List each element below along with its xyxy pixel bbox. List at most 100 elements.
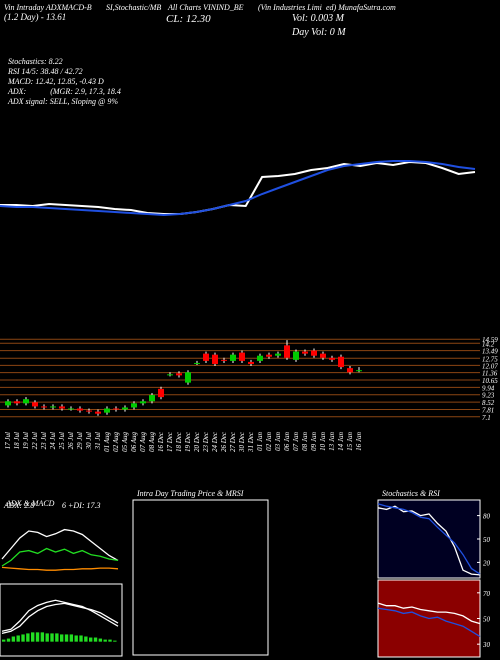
histogram-bar xyxy=(108,639,112,642)
x-tick-label: 25 Jul xyxy=(58,432,66,449)
candle-body xyxy=(32,402,38,407)
x-tick-label: 08 Jan xyxy=(301,432,309,451)
candle-body xyxy=(122,407,128,410)
line xyxy=(0,160,476,217)
x-tick-label: 02 Jan xyxy=(265,432,273,451)
candle-body xyxy=(248,361,254,364)
info: Stochastics: 8.22 xyxy=(8,57,63,66)
candle-body xyxy=(95,411,101,414)
y-tick-label: 50 xyxy=(483,616,491,624)
x-tick-label: 19 Jul xyxy=(22,432,30,449)
histogram-bar xyxy=(89,637,93,642)
x-tick-label: 07 Jan xyxy=(292,432,300,451)
histogram-bar xyxy=(103,639,107,642)
header-text: ed) MunafaSutra.com xyxy=(326,3,396,12)
histogram-bar xyxy=(11,636,16,642)
candle-body xyxy=(158,388,164,398)
candle-body xyxy=(203,353,209,361)
x-tick-label: 23 Dec xyxy=(202,431,210,452)
x-tick-label: 10 Jan xyxy=(319,432,327,451)
y-tick-label: 20 xyxy=(483,559,491,567)
x-tick-label: 24 Dec xyxy=(211,431,219,452)
x-tick-label: 24 Jul xyxy=(49,432,57,449)
y-tick-label: 80 xyxy=(483,513,491,521)
y-tick-label: 50 xyxy=(483,536,491,544)
candle-body xyxy=(293,351,299,360)
y-tick-label: 12.75 xyxy=(482,355,498,363)
candle-body xyxy=(77,408,83,411)
histogram-bar xyxy=(16,635,20,642)
x-tick-label: 19 Dec xyxy=(184,431,192,452)
x-tick-label: 29 Jul xyxy=(76,432,84,449)
annotation: ADX: 2.8 xyxy=(3,501,34,510)
x-tick-label: 16 Dec xyxy=(157,431,165,452)
candle-body xyxy=(338,356,344,368)
line xyxy=(1,528,119,561)
y-tick-label: 8.52 xyxy=(482,399,495,407)
info: ADX signal: SELL, Sloping @ 9% xyxy=(7,97,118,106)
candle-body xyxy=(221,359,227,361)
candle-body xyxy=(311,350,317,356)
y-tick-label: 13.49 xyxy=(482,348,498,356)
info: MACD: 12.42, 12.85, -0.43 D xyxy=(7,77,104,86)
x-tick-label: 09 Jan xyxy=(310,432,318,451)
histogram-bar xyxy=(40,632,45,642)
histogram-bar xyxy=(26,633,30,642)
y-tick-label: 14.2 xyxy=(482,340,495,348)
x-tick-label: 17 Dec xyxy=(166,431,174,452)
x-tick-label: 01 Aug xyxy=(103,432,111,452)
candle-body xyxy=(320,353,326,358)
candle-body xyxy=(356,370,362,372)
histogram-bar xyxy=(35,632,40,642)
x-tick-label: 30 Dec xyxy=(238,431,246,453)
x-tick-label: 03 Jan xyxy=(274,432,282,451)
candle-body xyxy=(275,353,281,356)
histogram-bar xyxy=(55,633,59,642)
x-tick-label: 07 Aug xyxy=(139,432,147,452)
line xyxy=(377,607,481,638)
histogram-bar xyxy=(64,634,69,642)
candle-body xyxy=(176,373,182,376)
close: CL: 12.30 xyxy=(166,13,211,25)
line xyxy=(377,503,481,575)
line xyxy=(0,160,476,215)
histogram-bar xyxy=(31,632,35,642)
candle-body xyxy=(68,408,74,410)
x-tick-label: 30 Jul xyxy=(85,432,93,450)
x-tick-label: 02 Aug xyxy=(112,432,120,452)
histogram-bar xyxy=(98,638,103,642)
macd-frame xyxy=(0,583,123,657)
candle-body xyxy=(131,403,137,408)
y-tick-label: 10.65 xyxy=(482,377,498,385)
candle-body xyxy=(86,410,92,412)
candle-body xyxy=(41,406,47,408)
day-volume: Day Vol: 0 M xyxy=(291,27,346,38)
range: (1.2 Day) - 13.61 xyxy=(4,12,66,22)
histogram-bar xyxy=(84,636,88,642)
histogram-bar xyxy=(74,635,78,642)
info: RSI 14/5: 38.48 / 42.72 xyxy=(7,67,83,76)
histogram-bar xyxy=(113,640,117,642)
x-tick-label: 08 Aug xyxy=(148,432,156,452)
line xyxy=(377,505,481,576)
histogram-bar xyxy=(93,637,98,642)
candle-body xyxy=(284,345,290,358)
candle-body xyxy=(167,374,173,376)
candle-body xyxy=(302,351,308,354)
x-tick-label: 18 Dec xyxy=(175,431,183,452)
histogram-bar xyxy=(21,634,25,642)
line xyxy=(1,602,119,635)
candle-body xyxy=(230,354,236,361)
line xyxy=(377,602,481,625)
x-tick-label: 18 Jul xyxy=(13,432,21,449)
candle-body xyxy=(59,406,65,409)
y-tick-label: 9.23 xyxy=(482,392,495,400)
x-tick-label: 01 Jan xyxy=(256,432,264,451)
candle-body xyxy=(149,395,155,402)
header-text: SI,Stochastic/MB xyxy=(106,3,161,12)
x-tick-label: 06 Jan xyxy=(283,432,291,451)
line xyxy=(1,547,119,567)
panel-title: Intra Day Trading Price & MRSI xyxy=(136,489,244,498)
x-tick-label: 05 Aug xyxy=(121,432,129,452)
